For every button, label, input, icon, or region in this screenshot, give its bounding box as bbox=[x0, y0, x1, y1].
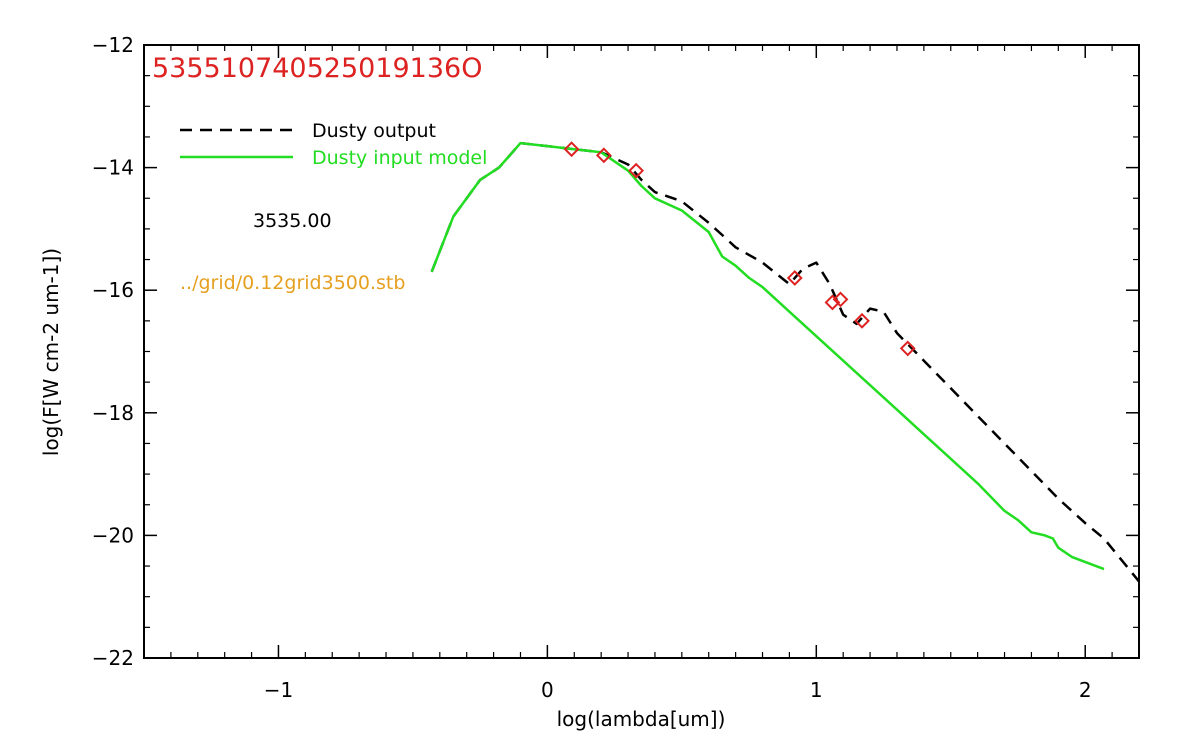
y-tick-label: −14 bbox=[92, 156, 134, 180]
plot-frame bbox=[143, 44, 1140, 659]
dusty-input-line bbox=[430, 141, 1105, 571]
y-axis-title: log(F[W cm-2 um-1]) bbox=[39, 248, 63, 456]
photometry-point bbox=[563, 141, 580, 158]
x-tick-label: 2 bbox=[1079, 678, 1092, 702]
x-axis-title: log(lambda[um]) bbox=[557, 707, 726, 731]
y-tick-label: −22 bbox=[92, 646, 134, 670]
legend-input-label: Dusty input model bbox=[312, 147, 487, 169]
chart-title: 535510740525019136O bbox=[152, 53, 482, 84]
y-tick-label: −18 bbox=[92, 401, 134, 425]
axis-ticks bbox=[143, 44, 1140, 659]
photometry-point bbox=[899, 340, 916, 357]
photometry-point bbox=[854, 312, 870, 329]
photometry-point bbox=[824, 294, 841, 311]
annotation-grid-file: ../grid/0.12grid3500.stb bbox=[180, 272, 405, 294]
photometry-point bbox=[628, 162, 645, 179]
points-layer bbox=[563, 141, 916, 357]
photometry-point bbox=[595, 147, 612, 164]
photometry-point bbox=[832, 291, 849, 308]
legend-output-label: Dusty output bbox=[312, 120, 436, 142]
dusty-output-line bbox=[430, 141, 1140, 583]
y-tick-label: −12 bbox=[92, 33, 134, 57]
y-tick-label: −16 bbox=[92, 278, 134, 302]
series-layer bbox=[430, 141, 1140, 583]
x-tick-label: 0 bbox=[541, 678, 554, 702]
x-tick-label: 1 bbox=[810, 678, 823, 702]
y-tick-label: −20 bbox=[92, 523, 134, 547]
photometry-point bbox=[786, 270, 803, 286]
x-tick-label: −1 bbox=[264, 678, 293, 702]
legend: Dusty output Dusty input model bbox=[180, 120, 487, 169]
tick-labels: −1 0 1 2 −22 −20 −18 −16 −14 −12 bbox=[92, 33, 1092, 702]
annotation-temperature: 3535.00 bbox=[253, 210, 332, 232]
